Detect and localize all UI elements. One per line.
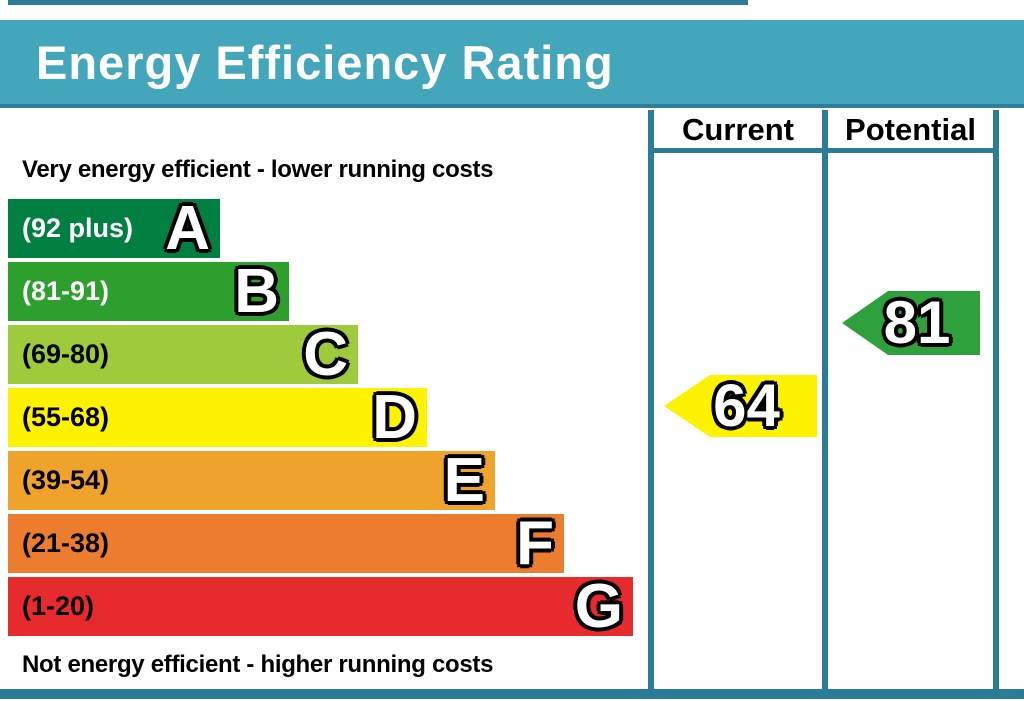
table-middle-line	[822, 110, 828, 689]
band-e: (39-54) E	[8, 445, 495, 515]
potential-rating-arrow: 81	[842, 291, 980, 355]
current-column-header: Current	[682, 112, 794, 147]
band-e-letter: E	[443, 445, 485, 515]
band-e-range-label: (39-54)	[22, 465, 110, 495]
band-g-range-label: (1-20)	[22, 591, 95, 621]
band-a-letter: A	[165, 193, 210, 263]
band-d: (55-68) D	[8, 382, 427, 452]
band-f-range-label: (21-38)	[22, 528, 110, 558]
table-left-line	[648, 110, 654, 689]
band-a-range-label: (92 plus)	[22, 213, 134, 243]
caption-not-efficient: Not energy efficient - higher running co…	[22, 651, 494, 678]
caption-very-efficient: Very energy efficient - lower running co…	[22, 156, 494, 183]
table-header-underline	[648, 148, 999, 153]
band-g: (1-20) G	[8, 571, 633, 641]
potential-column-header: Potential	[845, 112, 976, 147]
band-c: (69-80) C	[8, 319, 358, 389]
band-b-range-label: (81-91)	[22, 276, 110, 306]
band-d-letter: D	[372, 382, 417, 452]
current-rating-arrow: 64	[664, 375, 817, 437]
bottom-border-bar	[0, 689, 1024, 699]
band-f-letter: F	[516, 508, 554, 578]
band-f: (21-38) F	[8, 508, 564, 578]
title-bar: Energy Efficiency Rating	[0, 20, 1024, 108]
page-title: Energy Efficiency Rating	[36, 35, 614, 89]
potential-rating-value: 81	[883, 289, 951, 356]
band-a: (92 plus) A	[8, 193, 220, 263]
top-border-strip	[8, 0, 748, 5]
band-c-range-label: (69-80)	[22, 339, 110, 369]
band-c-letter: C	[303, 319, 348, 389]
band-d-range-label: (55-68)	[22, 402, 110, 432]
current-rating-value: 64	[713, 372, 780, 439]
table-right-line	[993, 110, 999, 689]
band-b: (81-91) B	[8, 256, 289, 326]
band-g-letter: G	[574, 571, 623, 641]
band-b-letter: B	[234, 256, 279, 326]
